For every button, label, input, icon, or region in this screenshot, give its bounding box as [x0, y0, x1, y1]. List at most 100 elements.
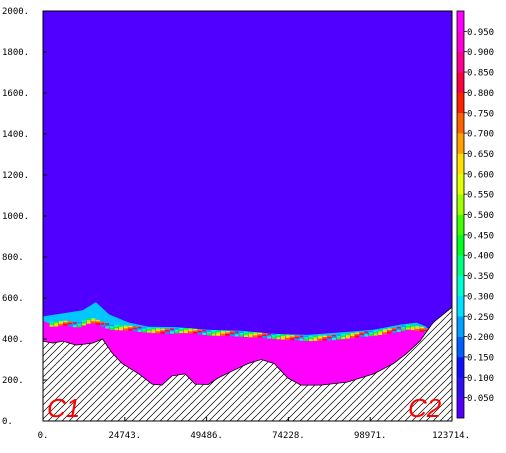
interface-speckle [77, 323, 82, 326]
interface-speckle [230, 334, 235, 337]
interface-speckle [401, 328, 406, 331]
interface-speckle [54, 322, 59, 325]
interface-speckle [216, 330, 221, 333]
interface-speckle [294, 335, 299, 338]
interface-speckle [373, 330, 378, 333]
interface-speckle [336, 335, 341, 339]
interface-speckle [415, 327, 420, 330]
interface-speckle [248, 332, 253, 335]
colorbar-segment [457, 336, 464, 358]
interface-speckle [396, 328, 401, 331]
interface-speckle [188, 329, 193, 333]
interface-speckle [392, 329, 397, 332]
interface-speckle [183, 329, 188, 332]
interface-speckle [318, 335, 323, 338]
interface-speckle [281, 337, 285, 340]
interface-speckle [382, 332, 387, 335]
interface-speckle [369, 332, 373, 335]
interface-speckle [234, 332, 239, 335]
colorbar-label: 0.700 [467, 130, 494, 140]
colorbar-label: 0.900 [467, 48, 494, 58]
interface-speckle [68, 321, 73, 324]
interface-speckle [114, 328, 119, 331]
x-tick-label: 0. [38, 431, 49, 441]
colorbar-segment [457, 112, 464, 134]
interface-speckle [165, 328, 170, 331]
colorbar-segment [457, 377, 464, 398]
interface-speckle [86, 318, 91, 321]
interface-speckle [318, 337, 323, 340]
interface-speckle [211, 333, 216, 336]
interface-speckle [406, 327, 410, 330]
interface-speckle [100, 324, 105, 327]
interface-speckle [207, 330, 211, 333]
colorbar-segment [457, 255, 464, 276]
interface-speckle [128, 327, 133, 330]
interface-speckle [207, 333, 211, 336]
interface-speckle [424, 329, 429, 332]
interface-speckle [188, 331, 193, 334]
plot-area [43, 11, 452, 421]
interface-speckle [179, 327, 184, 331]
x-tick-label: 74228. [272, 431, 305, 441]
interface-speckle [151, 327, 156, 331]
interface-speckle [364, 334, 369, 337]
interface-speckle [82, 320, 86, 323]
interface-speckle [318, 338, 323, 341]
interface-speckle [128, 325, 133, 328]
interface-speckle [156, 329, 161, 332]
interface-speckle [304, 338, 309, 341]
interface-speckle [387, 328, 392, 331]
interface-speckle [331, 334, 336, 338]
interface-speckle [327, 335, 332, 338]
interface-speckle [253, 332, 258, 335]
bathymetry-hatch [43, 306, 452, 421]
interface-speckle [58, 322, 63, 325]
colorbar-label: 0.600 [467, 170, 494, 180]
colorbar-segment [457, 31, 464, 52]
interface-speckle [202, 331, 207, 334]
interface-speckle [183, 328, 188, 331]
interface-speckle [304, 335, 309, 338]
colorbar-label: 0.500 [467, 211, 494, 221]
interface-speckle [345, 334, 350, 338]
interface-speckle [364, 331, 369, 334]
interface-speckle [415, 325, 420, 329]
interface-speckle [262, 333, 267, 336]
x-tick-label: 49486. [190, 431, 223, 441]
interface-speckle [355, 332, 360, 335]
colorbar-segment [457, 295, 464, 317]
colorbar-segment [457, 275, 464, 297]
interface-speckle [123, 325, 128, 328]
interface-speckle [387, 331, 392, 334]
interface-speckle [174, 329, 179, 332]
interface-speckle [202, 332, 207, 335]
interface-speckle [220, 332, 225, 335]
interface-speckle [410, 325, 415, 328]
colorbar-segment [457, 234, 464, 256]
y-tick-label: 400. [2, 335, 24, 345]
interface-speckle [285, 337, 290, 340]
interface-speckle [419, 326, 424, 329]
interface-speckle [262, 334, 267, 337]
y-tick-label: 0. [2, 417, 13, 427]
colorbar-label: 0.300 [467, 292, 494, 302]
interface-speckles [49, 318, 429, 342]
interface-speckle [350, 336, 355, 339]
interface-speckle [331, 337, 336, 341]
x-tick-label: 24743. [109, 431, 142, 441]
colorbar-segment [457, 153, 464, 175]
interface-speckle [174, 328, 179, 331]
colorbar-label: 0.650 [467, 150, 494, 160]
interface-speckle [424, 328, 429, 331]
interface-speckle [308, 338, 313, 342]
interface-speckle [396, 329, 401, 332]
interface-speckle [244, 333, 248, 336]
interface-speckle [234, 334, 239, 337]
interface-speckle [336, 334, 341, 337]
interface-speckle [123, 328, 128, 331]
colorbar-label: 0.450 [467, 231, 494, 241]
interface-speckle [151, 330, 156, 334]
interface-speckle [156, 331, 161, 334]
